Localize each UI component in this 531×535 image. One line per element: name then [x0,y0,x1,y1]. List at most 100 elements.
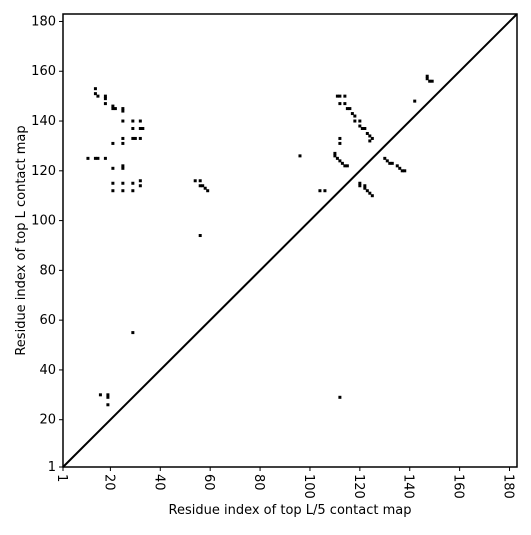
contact-point [133,136,137,140]
contact-point [363,184,367,188]
contact-point [343,94,347,98]
contact-point [131,126,135,130]
x-tick-label: 40 [151,474,166,491]
y-tick-label: 180 [31,14,56,29]
contact-point [131,331,135,335]
contact-point [338,395,342,399]
contact-point [403,169,407,173]
contact-point [363,126,367,130]
contact-point [430,79,434,83]
contact-point [131,119,135,123]
contact-point [201,184,205,188]
x-tick-label: 180 [501,474,516,499]
x-tick-label: 80 [251,474,266,491]
contact-point [348,107,352,111]
contact-point [323,189,327,193]
plot-frame [62,13,518,468]
contact-point [121,181,125,185]
contact-point [111,141,115,145]
contact-point [400,169,404,173]
contact-point [111,166,115,170]
contact-point [338,102,342,106]
y-tick-label: 100 [31,214,56,229]
x-tick-label: 60 [201,474,216,491]
contact-point [121,119,125,123]
diagonal-line [62,13,518,468]
contact-point [121,189,125,193]
x-tick-label: 120 [351,474,366,499]
x-tick-label: 160 [451,474,466,499]
contact-point [335,94,339,98]
contact-point [198,234,202,238]
x-tick-label: 1 [54,474,69,482]
contact-point [343,102,347,106]
contact-point [96,156,100,160]
contact-point [111,107,115,111]
contact-point [358,119,362,123]
contact-point [345,164,349,168]
contact-point [206,189,210,193]
contact-point [138,119,142,123]
contact-point [103,97,107,101]
contact-point [93,156,97,160]
contact-point [365,189,369,193]
contact-point [383,156,387,160]
y-tick-label: 40 [39,363,56,378]
contact-point [298,154,302,158]
contact-point [388,161,392,165]
contact-point [138,126,142,130]
y-tick-label: 120 [31,164,56,179]
contact-point [398,166,402,170]
contact-point [370,136,374,140]
x-tick-label: 140 [401,474,416,499]
contact-point [353,114,357,118]
contact-point [333,151,337,155]
contact-point [121,109,125,113]
y-tick-label: 140 [31,114,56,129]
contact-point [141,126,145,130]
y-tick-label: 80 [39,263,56,278]
contact-point [198,184,202,188]
contact-point [138,179,142,183]
contact-point [106,395,110,399]
contact-point [318,189,322,193]
contact-point [103,94,107,98]
contact-point [343,164,347,168]
y-tick-label: 60 [39,313,56,328]
contact-point [365,131,369,135]
y-axis-label: Residue index of top L contact map [14,125,29,355]
contact-point [138,184,142,188]
contact-point [113,107,117,111]
contact-point [106,393,110,397]
contact-point [203,186,207,190]
contact-point [138,136,142,140]
contact-point [338,159,342,163]
contact-point [358,184,362,188]
x-tick-label: 100 [301,474,316,499]
contact-point [121,141,125,145]
contact-point [121,166,125,170]
contact-point [368,191,372,195]
contact-point [93,87,97,91]
contact-point [338,141,342,145]
contact-point [111,181,115,185]
contact-point [335,156,339,160]
contact-point [345,107,349,111]
contact-point [193,179,197,183]
contact-point [338,94,342,98]
y-tick-label: 20 [39,413,56,428]
contact-point [106,403,110,407]
contact-point [131,136,135,140]
contact-point [333,154,337,158]
contact-point [428,79,432,83]
contact-point [370,194,374,198]
contact-point [340,161,344,165]
contact-point [96,94,100,98]
contact-point [353,119,357,123]
contact-point [385,159,389,163]
contact-point [121,164,125,168]
contact-point [103,156,107,160]
contact-point [413,99,417,103]
x-axis-label: Residue index of top L/5 contact map [169,503,412,518]
